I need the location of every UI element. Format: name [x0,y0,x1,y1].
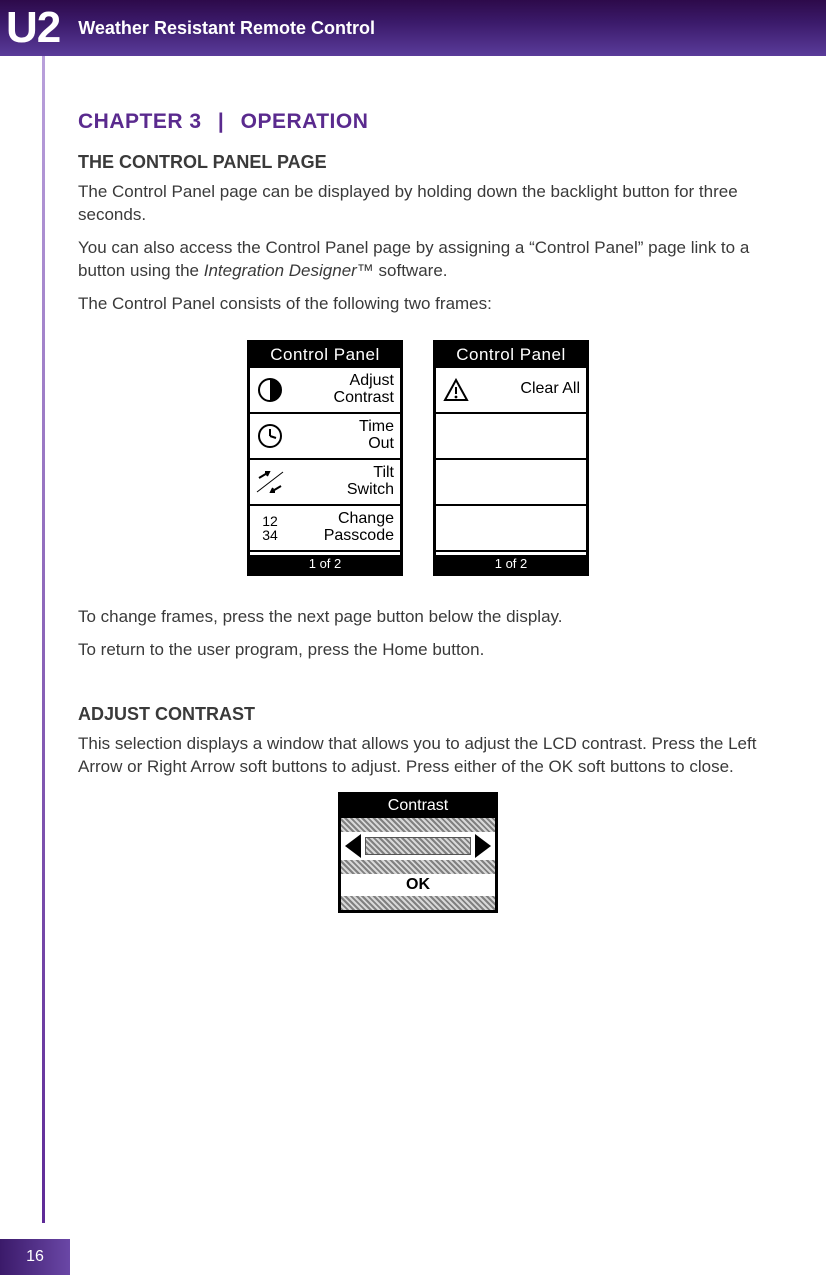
paragraph: The Control Panel page can be displayed … [78,181,758,227]
page-content: CHAPTER 3 | OPERATION THE CONTROL PANEL … [78,110,758,913]
contrast-panel-title: Contrast [341,795,495,818]
lcd-row: AdjustContrast [250,368,400,414]
section-heading-control-panel: THE CONTROL PANEL PAGE [78,152,758,173]
italic-text: Integration Designer™ [204,261,374,280]
lcd-row: TiltSwitch [250,460,400,506]
page-number-badge: 16 [0,1239,70,1275]
lcd-title: Control Panel [436,343,586,368]
lcd-row: TimeOut [250,414,400,460]
contrast-slider-row [341,832,495,860]
lcd-footer: 1 of 2 [250,552,400,573]
left-vertical-rule [42,56,45,1223]
lcd-title: Control Panel [250,343,400,368]
lcd-row-label: ChangePasscode [290,511,400,545]
lcd-row-label: TiltSwitch [290,465,400,499]
lcd-row [436,506,586,552]
paragraph: To change frames, press the next page bu… [78,606,758,629]
paragraph: You can also access the Control Panel pa… [78,237,758,283]
chapter-title: OPERATION [241,110,369,133]
lcd-row: Clear All [436,368,586,414]
digits-icon: 1234 [250,514,290,542]
lcd-footer: 1 of 2 [436,552,586,573]
lcd-screens-row: Control Panel AdjustContrast TimeOut Til… [78,340,758,576]
ok-button-label[interactable]: OK [341,874,495,896]
tilt-icon [250,470,290,494]
text: software. [374,261,448,280]
chapter-separator: | [218,110,224,133]
lcd-screen-right: Control Panel Clear All 1 of 2 [433,340,589,576]
chapter-heading: CHAPTER 3 | OPERATION [78,110,758,134]
section-heading-adjust-contrast: ADJUST CONTRAST [78,704,758,725]
hatch-strip [341,860,495,874]
hatch-strip [341,896,495,910]
left-arrow-icon[interactable] [345,834,361,858]
lcd-row-label: AdjustContrast [290,373,400,407]
chapter-label: CHAPTER 3 [78,110,202,133]
header-title: Weather Resistant Remote Control [78,18,375,39]
paragraph: The Control Panel consists of the follow… [78,293,758,316]
clock-icon [250,423,290,449]
lcd-row-label: TimeOut [290,419,400,453]
warning-icon [436,378,476,402]
lcd-row: 1234 ChangePasscode [250,506,400,552]
contrast-icon [250,377,290,403]
hatch-strip [341,818,495,832]
page-number: 16 [26,1248,44,1266]
header-badge: U2 [0,0,60,56]
header-bar: U2 Weather Resistant Remote Control [0,0,826,56]
lcd-row [436,414,586,460]
contrast-slider-track[interactable] [365,837,471,855]
right-arrow-icon[interactable] [475,834,491,858]
paragraph: This selection displays a window that al… [78,733,758,779]
lcd-screen-left: Control Panel AdjustContrast TimeOut Til… [247,340,403,576]
paragraph: To return to the user program, press the… [78,639,758,662]
lcd-row-label: Clear All [476,381,586,398]
lcd-row [436,460,586,506]
contrast-panel: Contrast OK [338,792,498,913]
